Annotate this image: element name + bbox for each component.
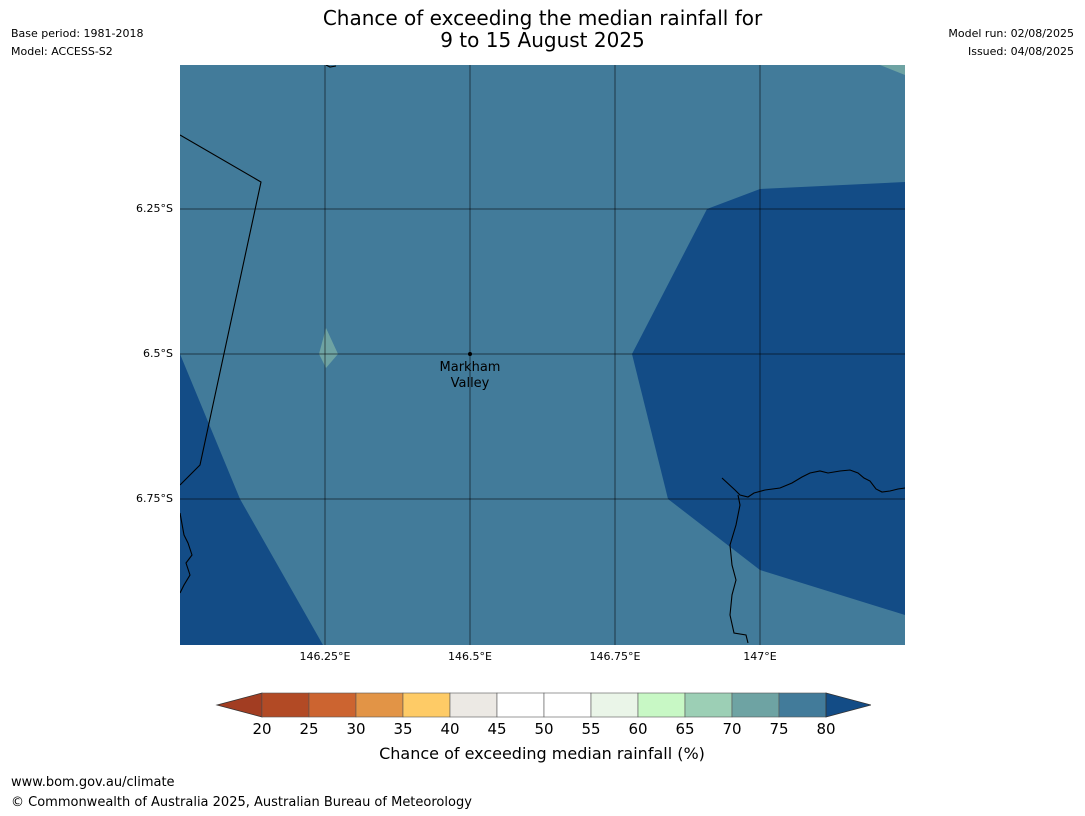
lat-label-6.5: 6.5°S: [143, 347, 173, 360]
east-coastline: [721, 469, 905, 498]
colorbar-tick-label: 80: [816, 720, 836, 738]
title-line-1: Chance of exceeding the median rainfall …: [322, 6, 763, 30]
colorbar-tick-label: 65: [675, 720, 695, 738]
colorbar-segment: [637, 692, 686, 718]
west-coastline: [180, 512, 193, 594]
colorbar-segment: [308, 692, 357, 718]
lon-label-146.5: 146.5°E: [448, 650, 492, 663]
lat-label-6.25: 6.25°S: [136, 202, 173, 215]
model-run: Model run: 02/08/2025: [948, 27, 1074, 40]
colorbar-tick-label: 55: [581, 720, 601, 738]
place-label-line-1: Markham: [439, 360, 501, 375]
colorbar: [215, 692, 871, 718]
colorbar-tick-label: 60: [628, 720, 648, 738]
colorbar-arrow-high: [825, 692, 871, 718]
colorbar-tick-label: 40: [440, 720, 460, 738]
base-period: Base period: 1981-2018: [11, 27, 144, 40]
rainfall-map: [180, 65, 905, 645]
colorbar-segment: [543, 692, 592, 718]
footer-url: www.bom.gov.au/climate: [11, 775, 175, 790]
colorbar-tick-label: 70: [722, 720, 742, 738]
place-label: Markham Valley: [410, 360, 530, 392]
colorbar-arrow-low: [215, 692, 263, 718]
colorbar-segments: [215, 692, 871, 718]
colorbar-tick-label: 45: [487, 720, 507, 738]
colorbar-tick-label: 20: [252, 720, 272, 738]
title-line-2: 9 to 15 August 2025: [440, 28, 645, 52]
lat-label-6.75: 6.75°S: [136, 492, 173, 505]
place-label-line-2: Valley: [450, 376, 490, 391]
colorbar-segment: [355, 692, 404, 718]
colorbar-segment: [496, 692, 545, 718]
river-line: [729, 494, 749, 644]
place-marker: [468, 352, 472, 356]
colorbar-title: Chance of exceeding median rainfall (%): [379, 744, 705, 763]
colorbar-segment: [449, 692, 498, 718]
boundaries: [180, 65, 905, 644]
colorbar-tick-label: 35: [393, 720, 413, 738]
colorbar-segment: [684, 692, 733, 718]
lon-label-146.75: 146.75°E: [589, 650, 641, 663]
footer-copyright: © Commonwealth of Australia 2025, Austra…: [11, 795, 472, 810]
colorbar-segment: [590, 692, 639, 718]
colorbar-tick-label: 30: [346, 720, 366, 738]
colorbar-segment: [402, 692, 451, 718]
colorbar-tick-label: 75: [769, 720, 789, 738]
colorbar-segment: [261, 692, 310, 718]
lon-label-146.25: 146.25°E: [299, 650, 351, 663]
top-boundary-fragment: [325, 65, 337, 68]
low-chance-patch: [319, 328, 338, 368]
high-chance-region-east: [632, 182, 905, 615]
province-boundary: [180, 134, 262, 486]
meta-right: Model run: 02/08/2025 Issued: 04/08/2025: [948, 25, 1074, 61]
high-chance-region-southwest: [180, 354, 323, 645]
graticule: [180, 65, 905, 645]
lon-label-147: 147°E: [743, 650, 777, 663]
model-name: Model: ACCESS-S2: [11, 45, 113, 58]
meta-left: Base period: 1981-2018 Model: ACCESS-S2: [11, 25, 143, 61]
colorbar-segment: [778, 692, 827, 718]
map-title: Chance of exceeding the median rainfall …: [0, 7, 1085, 51]
colorbar-segment: [731, 692, 780, 718]
colorbar-tick-label: 50: [534, 720, 554, 738]
colorbar-tick-label: 25: [299, 720, 319, 738]
issued-date: Issued: 04/08/2025: [967, 45, 1074, 58]
corner-patch: [880, 65, 905, 75]
